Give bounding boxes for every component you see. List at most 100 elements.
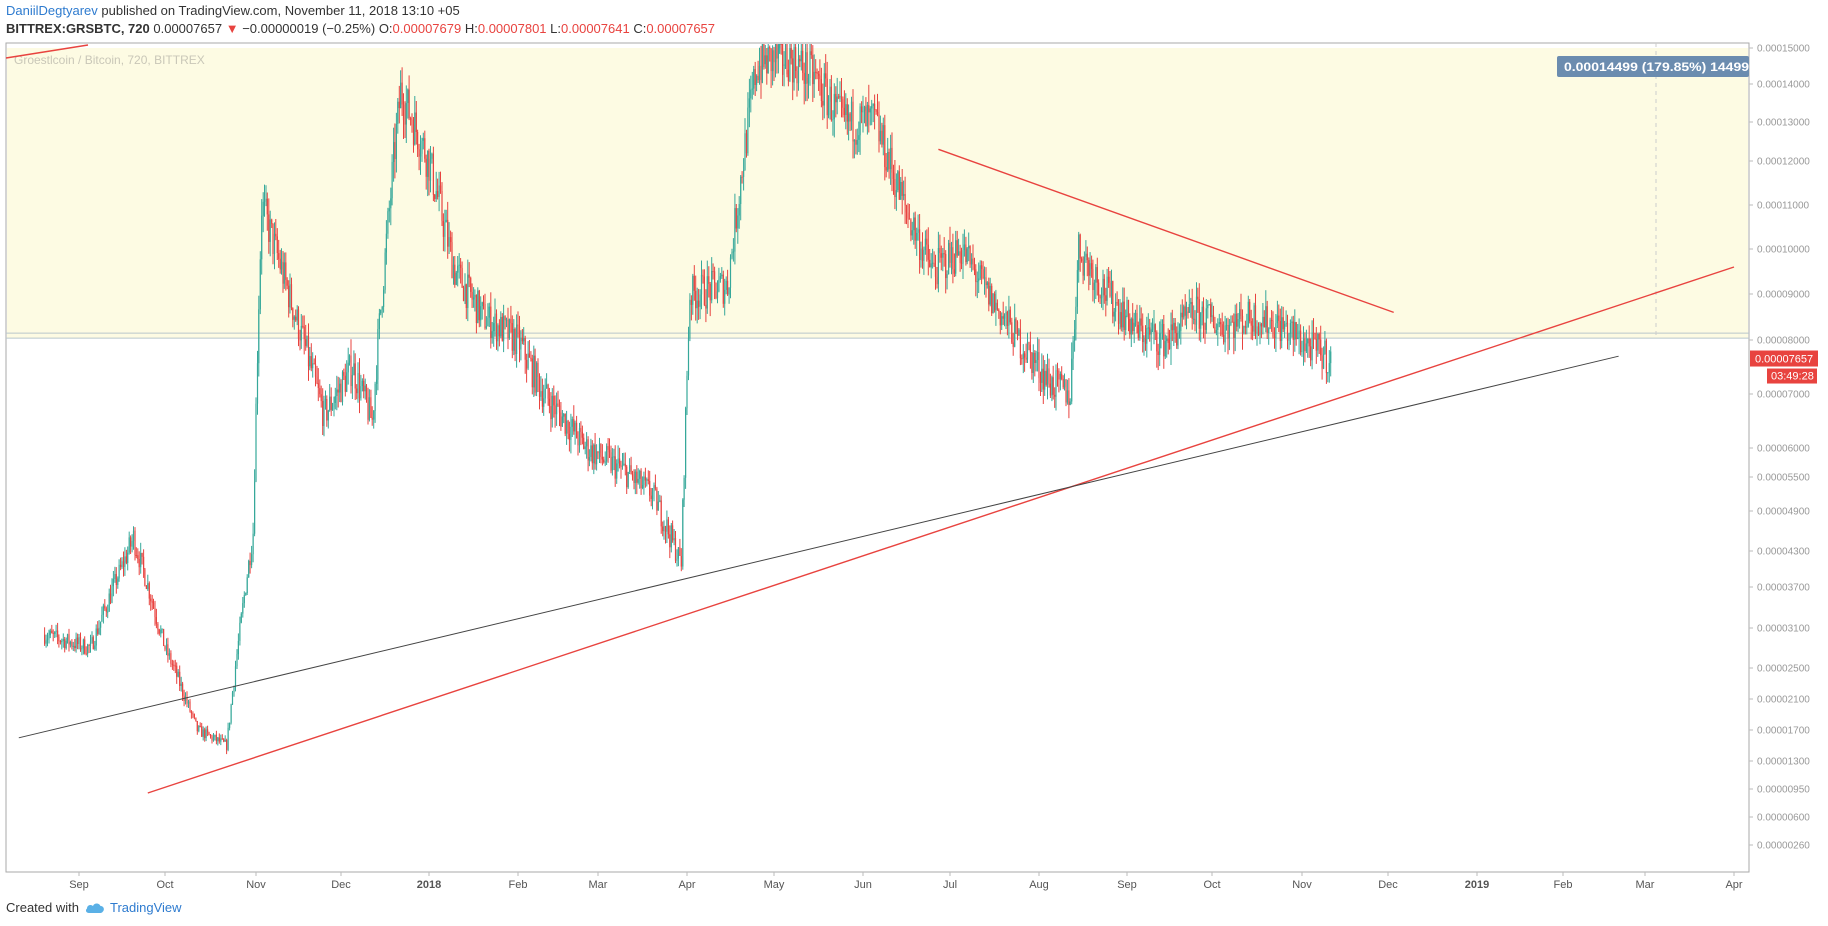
y-tick-label: 0.00002100 <box>1757 695 1810 706</box>
candle-body <box>1253 305 1255 332</box>
candle-body <box>490 306 492 338</box>
candle-body <box>1144 337 1147 344</box>
candle-body <box>168 653 170 656</box>
candle-body <box>643 476 645 486</box>
candle-body <box>876 111 879 115</box>
candle-body <box>475 294 477 323</box>
candle-body <box>758 65 761 81</box>
candle-body <box>1157 351 1159 355</box>
candle-body <box>976 281 978 283</box>
candle-body <box>295 316 297 321</box>
candle-body <box>1003 315 1006 319</box>
trendline-top-left-fragment[interactable] <box>5 44 89 59</box>
candle-body <box>724 289 726 304</box>
candle-body <box>619 458 621 466</box>
candle-body <box>810 51 812 56</box>
candle-body <box>1265 306 1267 328</box>
candle-body <box>528 353 530 358</box>
candle-body <box>302 325 304 327</box>
candle-body <box>773 50 775 63</box>
candle-body <box>437 191 439 197</box>
candle-body <box>65 640 67 649</box>
y-tick-label: 0.00003700 <box>1757 583 1810 594</box>
candle-body <box>314 363 317 377</box>
candle-body <box>1204 328 1206 330</box>
candle-body <box>985 277 987 286</box>
open-value: 0.00007679 <box>392 21 462 36</box>
candle-body <box>846 104 848 122</box>
trendline-descending-resistance[interactable] <box>938 148 1394 314</box>
candle-body <box>608 449 611 453</box>
candle-body <box>190 711 192 714</box>
candle-body <box>1217 324 1219 330</box>
candle-body <box>1239 309 1241 319</box>
candle-body <box>261 215 263 260</box>
measure-label[interactable]: 0.00014499 (179.85%) 14499 <box>1557 56 1749 77</box>
candle-body <box>1256 326 1258 334</box>
candle-body <box>1246 326 1248 328</box>
candle-body <box>1039 378 1042 383</box>
author-link[interactable]: DaniilDegtyarev <box>6 3 98 18</box>
candle-body <box>852 101 854 142</box>
candle-body <box>137 555 139 559</box>
candle-body <box>1146 328 1148 344</box>
candle-body <box>1002 316 1004 319</box>
candle-body <box>1320 339 1322 356</box>
candle-body <box>357 373 359 394</box>
candle-body <box>104 605 106 609</box>
candle-body <box>171 663 173 665</box>
candle-body <box>195 717 197 721</box>
candle-body <box>782 44 784 75</box>
candle-body <box>132 530 135 541</box>
candle-body <box>452 264 455 279</box>
candle-body <box>1015 318 1017 322</box>
candle-body <box>140 553 142 568</box>
candle-body <box>193 714 195 718</box>
candle-body <box>686 375 688 409</box>
candle-body <box>524 337 526 360</box>
candle-body <box>313 363 315 365</box>
candle-body <box>186 697 188 704</box>
candle-body <box>309 356 311 367</box>
trendline-ascending-support-red[interactable] <box>147 266 1735 794</box>
trendline-ascending-support-black[interactable] <box>18 355 1619 739</box>
candle-body <box>820 79 822 101</box>
candle-body <box>1282 317 1284 330</box>
candle-body <box>600 443 602 457</box>
candle-body <box>1228 324 1230 339</box>
candle-body <box>192 713 194 715</box>
tradingview-link[interactable]: TradingView <box>85 900 182 915</box>
candle-body <box>1051 377 1053 396</box>
candle-body <box>1249 301 1251 322</box>
candle-body <box>1143 337 1145 342</box>
candle-body <box>818 74 820 76</box>
candle-body <box>58 637 60 641</box>
candle-body <box>1132 318 1134 332</box>
candle-body <box>685 408 687 478</box>
candle-body <box>1269 319 1271 329</box>
candle-body <box>226 740 228 750</box>
candle-body <box>819 75 821 80</box>
candle-body <box>1307 338 1309 344</box>
candle-body <box>74 645 76 648</box>
candle-body <box>176 665 178 677</box>
candle-body <box>266 198 268 215</box>
candle-body <box>154 608 156 618</box>
candle-body <box>789 48 791 82</box>
candle-body <box>1212 315 1215 327</box>
candle-body <box>135 555 137 556</box>
symbol-label: BITTREX:GRSBTC, 720 <box>6 21 150 36</box>
candle-body <box>566 420 568 434</box>
candle-body <box>1032 352 1034 373</box>
candle-body <box>1126 300 1128 316</box>
candle-body <box>305 339 307 346</box>
candle-body <box>764 55 766 65</box>
candle-body <box>835 93 837 103</box>
candle-body <box>252 533 254 555</box>
candle-body <box>1153 324 1155 329</box>
candle-body <box>914 217 916 241</box>
candle-body <box>703 276 705 305</box>
candle-body <box>743 170 745 177</box>
candle-body <box>75 637 77 648</box>
